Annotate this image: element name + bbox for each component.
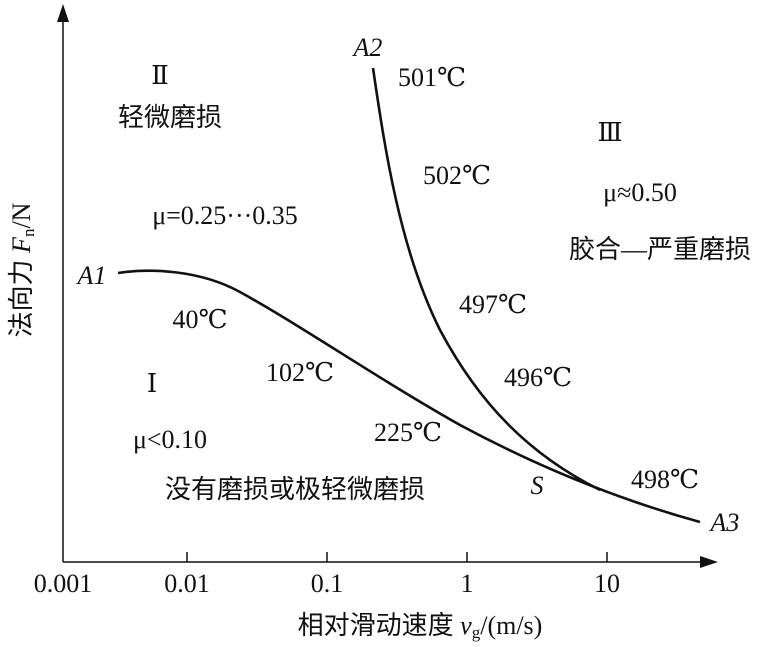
point-label: A1: [76, 261, 107, 290]
label-symbol: v: [460, 611, 472, 640]
x-tick-label: 10: [594, 569, 620, 598]
label-sub: g: [472, 623, 481, 642]
region-numeral: Ⅲ: [597, 118, 622, 147]
temperature: 102℃: [266, 358, 334, 387]
label-text: 法向力: [7, 253, 36, 338]
x-tick-label: 0.1: [311, 569, 344, 598]
region-name: 轻微磨损: [118, 103, 222, 132]
label-text: 相对滑动速度: [298, 611, 461, 640]
region-numeral: Ⅱ: [151, 61, 169, 90]
label-sub: n: [19, 228, 38, 237]
label-unit: /(m/s): [480, 611, 542, 640]
y-arrow: [57, 4, 69, 22]
x-tick-label: 0.001: [34, 569, 93, 598]
region-name: 胶合—严重磨损: [569, 235, 751, 264]
region-friction: μ<0.10: [133, 425, 207, 454]
x-ticks: [186, 552, 608, 562]
y-axis-label: 法向力 Fn/N: [7, 202, 38, 337]
region-numeral: Ⅰ: [147, 369, 157, 398]
temperature: 497℃: [459, 290, 527, 319]
temperature: 498℃: [631, 465, 699, 494]
curve-a2: [371, 67, 601, 492]
temperature: 496℃: [504, 363, 572, 392]
x-tick-label: 0.01: [164, 569, 210, 598]
label-symbol: F: [7, 236, 36, 254]
region-name: 没有磨损或极轻微磨损: [165, 475, 425, 504]
point-label: A3: [709, 508, 740, 537]
x-arrow: [700, 556, 718, 568]
x-tick-label: 1: [461, 569, 474, 598]
temperature: 502℃: [423, 161, 491, 190]
region-friction: μ≈0.50: [603, 178, 677, 207]
temperature: 225℃: [374, 418, 442, 447]
temperature: 40℃: [172, 305, 227, 334]
region-friction: μ=0.25···0.35: [152, 201, 298, 230]
point-label: A2: [352, 33, 383, 62]
temperature: 501℃: [398, 63, 466, 92]
label-unit: /N: [7, 202, 36, 228]
point-label: S: [531, 471, 544, 500]
x-axis-label: 相对滑动速度 vg/(m/s): [298, 611, 543, 642]
